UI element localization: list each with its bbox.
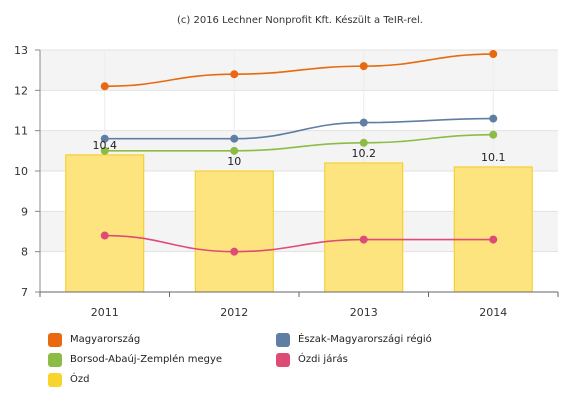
y-tick-label: 10 bbox=[14, 165, 28, 178]
bar-data-label: 10.2 bbox=[352, 147, 377, 160]
series-point bbox=[359, 118, 368, 127]
data-labels: 10.4 10 10.2 10.1 bbox=[93, 139, 506, 168]
bar-ozd bbox=[194, 170, 274, 293]
y-tick-label: 12 bbox=[14, 84, 28, 97]
series-point bbox=[230, 134, 239, 143]
series-point bbox=[359, 235, 368, 244]
axes: 7 8 9 10 11 12 13 2011 2012 2013 2014 bbox=[14, 44, 559, 319]
legend-label: Ózdi járás bbox=[298, 354, 348, 365]
chart-title: (c) 2016 Lechner Nonprofit Kft. Készült … bbox=[177, 14, 423, 26]
series-point bbox=[489, 130, 498, 139]
series-point bbox=[100, 82, 109, 91]
bar-ozd bbox=[453, 166, 533, 293]
bar-data-label: 10 bbox=[227, 155, 241, 168]
series-point bbox=[359, 138, 368, 147]
legend-label: Magyarország bbox=[70, 334, 141, 345]
series-point bbox=[100, 134, 109, 143]
chart: (c) 2016 Lechner Nonprofit Kft. Készült … bbox=[14, 14, 559, 319]
series-point bbox=[489, 235, 498, 244]
y-tick-label: 7 bbox=[21, 286, 28, 299]
legend-label: Ózd bbox=[70, 374, 90, 385]
series-point bbox=[489, 50, 498, 59]
x-tick-label: 2013 bbox=[350, 306, 378, 319]
y-tick-label: 13 bbox=[14, 44, 28, 57]
series-point bbox=[230, 146, 239, 155]
legend-swatch bbox=[276, 353, 290, 367]
series-line bbox=[104, 133, 494, 152]
legend-swatch bbox=[276, 333, 290, 347]
legend: Magyarország Észak-Magyarországi régió B… bbox=[48, 333, 568, 393]
series-point bbox=[100, 231, 109, 240]
series-point bbox=[230, 247, 239, 256]
series-point bbox=[230, 70, 239, 79]
y-tick-label: 8 bbox=[21, 246, 28, 259]
x-tick-label: 2014 bbox=[479, 306, 507, 319]
legend-swatch bbox=[48, 333, 62, 347]
legend-label: Borsod-Abaúj-Zemplén megye bbox=[70, 354, 223, 365]
bar-ozd bbox=[65, 154, 145, 293]
series-line bbox=[104, 234, 494, 253]
series-point bbox=[489, 114, 498, 123]
series-lines bbox=[104, 53, 494, 253]
x-tick-label: 2012 bbox=[220, 306, 248, 319]
series-point bbox=[100, 146, 109, 155]
bars bbox=[65, 154, 533, 293]
bar-data-label: 10.1 bbox=[481, 151, 506, 164]
bar-ozd bbox=[324, 162, 404, 293]
series-points bbox=[100, 50, 498, 256]
legend-label: Észak-Magyarországi régió bbox=[298, 334, 432, 345]
series-line bbox=[104, 117, 494, 140]
bar-data-label: 10.4 bbox=[93, 139, 118, 152]
legend-swatch bbox=[48, 353, 62, 367]
series-point bbox=[359, 62, 368, 71]
x-tick-label: 2011 bbox=[91, 306, 119, 319]
series-line bbox=[104, 53, 494, 88]
y-tick-label: 11 bbox=[14, 125, 28, 138]
y-tick-label: 9 bbox=[21, 205, 28, 218]
legend-swatch bbox=[48, 373, 62, 387]
